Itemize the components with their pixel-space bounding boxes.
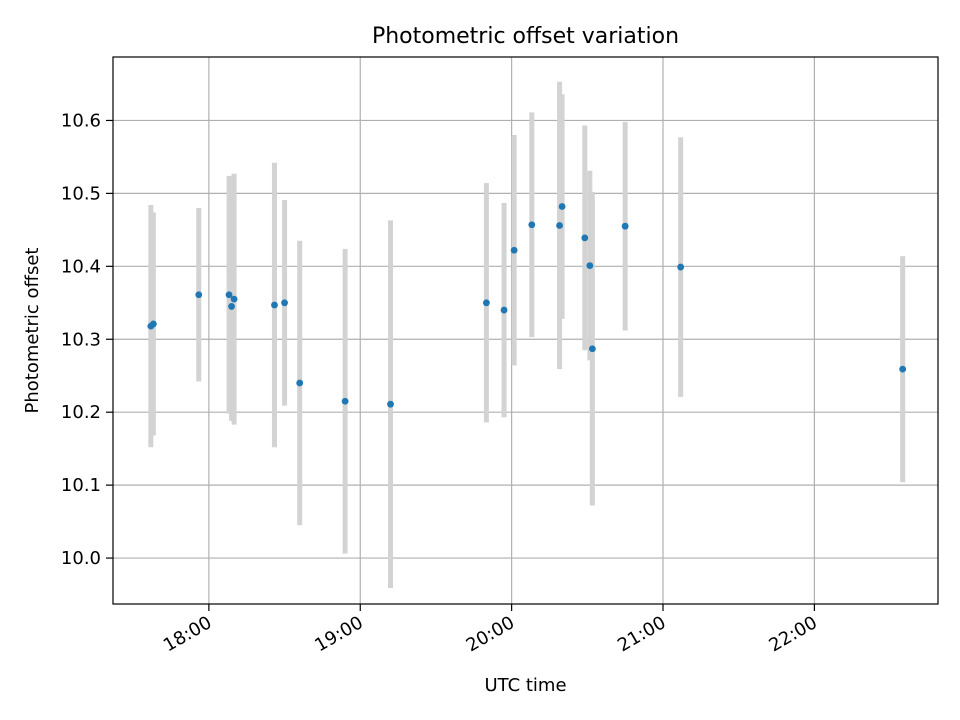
y-axis-ticks: 10.0 10.1 10.2 10.3 10.4 10.5 10.6 [61,110,113,569]
data-point [195,291,203,299]
data-point [271,301,278,309]
x-axis-label: UTC time [484,675,566,696]
y-tick-label: 10.4 [61,256,101,277]
data-point [149,320,157,328]
data-point [558,203,566,210]
data-point [228,303,235,310]
plot-frame [112,56,939,605]
y-axis-label: Photometric offset [22,248,43,414]
data-point [586,262,594,269]
data-point [588,345,596,353]
data-point [677,263,685,271]
y-tick-label: 10.1 [61,475,101,496]
grid [113,57,938,604]
chart-title: Photometric offset variation [372,24,679,49]
y-tick-label: 10.6 [61,110,101,131]
data-point [510,246,518,254]
data-point [556,222,563,229]
y-tick-label: 10.3 [61,329,101,350]
data-point [296,379,304,387]
data-point [225,291,233,299]
data-point [387,400,394,408]
data-point [482,299,490,307]
y-tick-label: 10.0 [61,548,101,569]
y-tick-label: 10.2 [61,402,101,423]
data-point [899,365,907,373]
data-point [581,234,589,242]
data-point [341,397,349,405]
data-point [528,221,536,229]
data-point [281,299,288,307]
data-point [621,222,629,230]
data-point [230,295,238,303]
y-tick-label: 10.5 [61,183,101,204]
data-points [147,203,907,408]
data-point [500,306,508,314]
